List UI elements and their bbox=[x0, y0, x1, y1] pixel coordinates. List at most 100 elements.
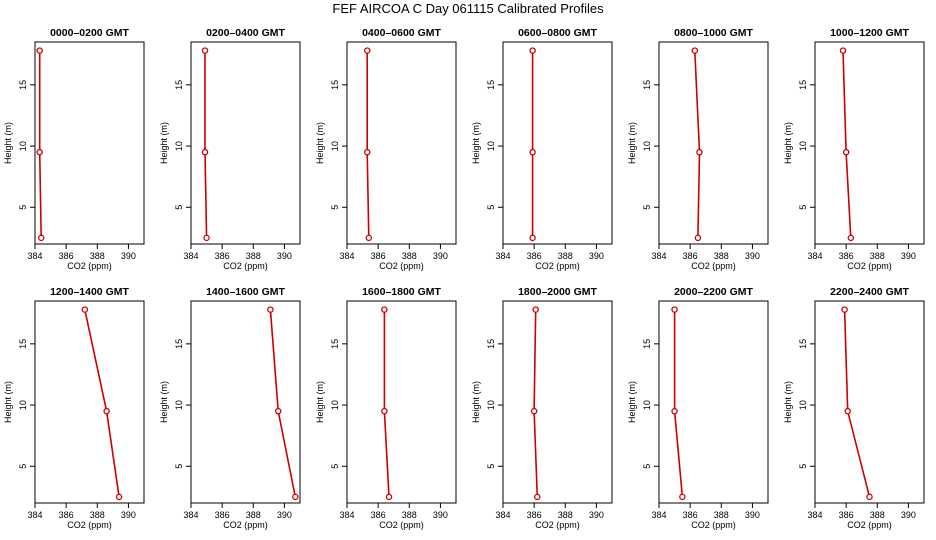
panel-title: 1000–1200 GMT bbox=[830, 27, 909, 39]
profile-point bbox=[841, 306, 848, 313]
x-tick-label: 386 bbox=[371, 510, 386, 520]
y-tick-label: 5 bbox=[486, 205, 496, 210]
y-tick-label: 15 bbox=[330, 339, 340, 349]
panel-title: 1800–2000 GMT bbox=[518, 286, 597, 298]
profile-point bbox=[671, 306, 678, 313]
profile-panel: 1800–2000 GMT 384 386 388 390 CO2 (ppm) 5 10 15 H… bbox=[471, 286, 613, 530]
plot-frame bbox=[346, 300, 457, 504]
x-tick-label: 386 bbox=[215, 251, 230, 261]
y-tick-label: 5 bbox=[642, 464, 652, 469]
profile-point bbox=[292, 493, 299, 501]
y-tick-label: 15 bbox=[174, 339, 184, 349]
profile-point bbox=[385, 493, 393, 501]
x-axis-label: CO2 (ppm) bbox=[847, 261, 892, 271]
y-tick-label: 5 bbox=[330, 205, 340, 210]
profile-line bbox=[84, 309, 120, 498]
figure-title: FEF AIRCOA C Day 061115 Calibrated Profi… bbox=[332, 1, 604, 16]
x-tick-label: 390 bbox=[121, 251, 136, 261]
x-axis-label: CO2 (ppm) bbox=[847, 520, 892, 530]
profile-point bbox=[530, 407, 538, 415]
panel-title: 0200–0400 GMT bbox=[206, 27, 285, 39]
profile-point bbox=[274, 407, 282, 415]
profile-point bbox=[201, 47, 209, 54]
x-tick-label: 388 bbox=[246, 510, 261, 520]
y-tick-label: 5 bbox=[18, 464, 28, 469]
plot-frame bbox=[658, 41, 769, 245]
x-tick-label: 390 bbox=[901, 510, 916, 520]
profile-panel: 1600–1800 GMT 384 386 388 390 CO2 (ppm) 5 10 15 H… bbox=[315, 286, 457, 530]
x-tick-label: 384 bbox=[339, 510, 354, 520]
x-tick-label: 390 bbox=[745, 510, 760, 520]
y-axis-label: Height (m) bbox=[627, 381, 637, 423]
y-tick-label: 10 bbox=[798, 141, 808, 151]
y-tick-label: 5 bbox=[174, 464, 184, 469]
x-tick-label: 384 bbox=[27, 251, 42, 261]
profile-point bbox=[365, 234, 373, 242]
x-tick-label: 390 bbox=[277, 510, 292, 520]
plot-frame bbox=[658, 300, 769, 504]
x-tick-label: 388 bbox=[714, 251, 729, 261]
x-tick-label: 384 bbox=[807, 251, 822, 261]
x-tick-label: 390 bbox=[589, 251, 604, 261]
x-tick-label: 390 bbox=[901, 251, 916, 261]
y-axis-label: Height (m) bbox=[159, 122, 169, 164]
profile-panel: 2200–2400 GMT 384 386 388 390 CO2 (ppm) 5 10 15 H… bbox=[783, 286, 925, 530]
profile-point bbox=[267, 306, 274, 313]
x-tick-label: 390 bbox=[433, 510, 448, 520]
x-tick-label: 390 bbox=[121, 510, 136, 520]
plot-frame bbox=[190, 300, 301, 504]
profile-line bbox=[204, 50, 208, 238]
panel-title: 0800–1000 GMT bbox=[674, 27, 753, 39]
x-tick-label: 390 bbox=[589, 510, 604, 520]
profile-panel: 2000–2200 GMT 384 386 388 390 CO2 (ppm) 5 10 15 H… bbox=[627, 286, 769, 530]
y-tick-label: 15 bbox=[18, 80, 28, 90]
profile-point bbox=[381, 306, 388, 313]
x-tick-label: 386 bbox=[59, 510, 74, 520]
y-axis-label: Height (m) bbox=[471, 122, 481, 164]
y-tick-label: 5 bbox=[798, 464, 808, 469]
y-axis-label: Height (m) bbox=[315, 381, 325, 423]
panel-title: 2000–2200 GMT bbox=[674, 286, 753, 298]
x-tick-label: 384 bbox=[651, 251, 666, 261]
panel-title: 0600–0800 GMT bbox=[518, 27, 597, 39]
y-tick-label: 10 bbox=[330, 141, 340, 151]
x-axis-label: CO2 (ppm) bbox=[691, 520, 736, 530]
x-tick-label: 386 bbox=[839, 251, 854, 261]
profile-point bbox=[81, 306, 89, 313]
x-tick-label: 388 bbox=[558, 251, 573, 261]
y-tick-label: 15 bbox=[330, 80, 340, 90]
profile-point bbox=[842, 148, 850, 156]
panel-grid: 0000–0200 GMT 384 386 388 390 CO2 (ppm) 5 10 15 H… bbox=[3, 27, 925, 530]
x-tick-label: 388 bbox=[870, 510, 885, 520]
profile-point bbox=[671, 407, 678, 415]
x-tick-label: 386 bbox=[683, 251, 698, 261]
x-tick-label: 390 bbox=[745, 251, 760, 261]
y-axis-label: Height (m) bbox=[627, 122, 637, 164]
plot-frame bbox=[502, 41, 613, 245]
plot-frame bbox=[814, 41, 925, 245]
x-axis-label: CO2 (ppm) bbox=[223, 520, 268, 530]
y-tick-label: 15 bbox=[642, 339, 652, 349]
y-axis-label: Height (m) bbox=[159, 381, 169, 423]
x-tick-label: 384 bbox=[339, 251, 354, 261]
profile-point bbox=[844, 407, 851, 415]
profile-panel: 0600–0800 GMT 384 386 388 390 CO2 (ppm) 5 10 15 H… bbox=[471, 27, 613, 271]
profile-line bbox=[269, 309, 297, 498]
x-tick-label: 386 bbox=[527, 251, 542, 261]
plot-frame bbox=[34, 41, 145, 245]
y-tick-label: 15 bbox=[174, 80, 184, 90]
profile-line bbox=[673, 309, 684, 497]
x-tick-label: 388 bbox=[714, 510, 729, 520]
profile-line bbox=[843, 309, 871, 498]
y-axis-label: Height (m) bbox=[3, 381, 13, 423]
profile-point bbox=[363, 47, 371, 54]
y-tick-label: 10 bbox=[174, 141, 184, 151]
y-tick-label: 10 bbox=[18, 141, 28, 151]
profile-point bbox=[115, 493, 123, 501]
profile-panel: 1000–1200 GMT 384 386 388 390 CO2 (ppm) 5 10 15 H… bbox=[783, 27, 925, 271]
y-axis-label: Height (m) bbox=[3, 122, 13, 164]
x-tick-label: 388 bbox=[402, 510, 417, 520]
y-tick-label: 15 bbox=[486, 339, 496, 349]
x-tick-label: 384 bbox=[183, 510, 198, 520]
